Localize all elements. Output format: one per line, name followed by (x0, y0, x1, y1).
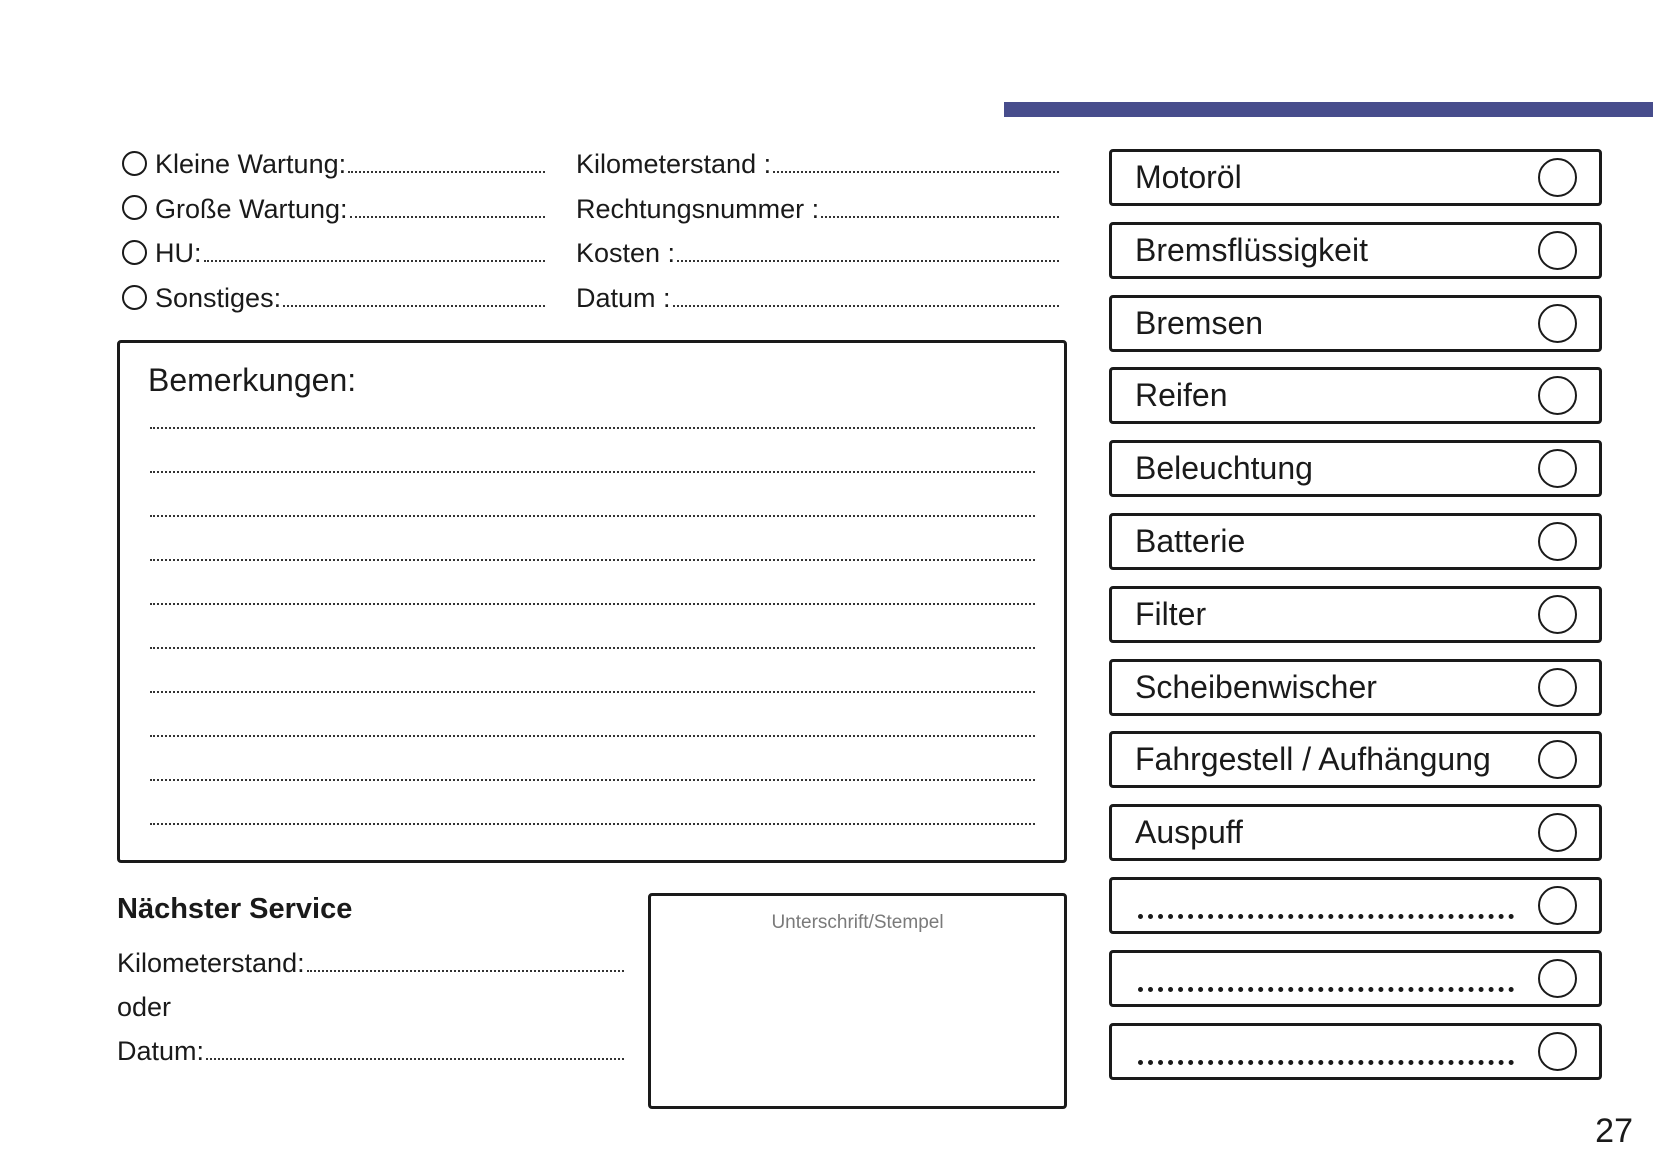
remarks-line[interactable] (150, 559, 1035, 561)
blank-fill-line[interactable] (1138, 1059, 1514, 1065)
detail-label: Kilometerstand : (576, 149, 772, 179)
check-circle-icon[interactable] (1538, 158, 1577, 197)
service-type-option[interactable]: HU: (122, 235, 545, 269)
remarks-line[interactable] (150, 647, 1035, 649)
check-circle-icon[interactable] (1538, 1031, 1577, 1071)
service-type-label: Sonstiges: (155, 283, 282, 314)
next-service-date-field[interactable]: Datum: (117, 1033, 624, 1067)
fill-line (672, 305, 1059, 308)
accent-bar (1004, 102, 1653, 117)
checklist-item[interactable] (1109, 877, 1602, 934)
checklist-label: Reifen (1135, 377, 1228, 414)
checklist-item[interactable]: Filter (1109, 585, 1602, 643)
remarks-line[interactable] (150, 471, 1035, 473)
check-circle-icon[interactable] (1538, 667, 1577, 707)
fill-line (677, 260, 1059, 263)
fill-line (206, 1058, 624, 1060)
check-circle-icon[interactable] (1538, 230, 1577, 270)
next-service-date-label: Datum: (117, 1036, 205, 1066)
checklist-item[interactable] (1109, 1022, 1602, 1080)
detail-field[interactable]: Datum : (576, 280, 1059, 314)
check-circle-icon[interactable] (1538, 958, 1577, 998)
check-circle-icon[interactable] (1538, 886, 1577, 925)
checklist-item[interactable]: Reifen (1109, 367, 1602, 425)
blank-fill-line[interactable] (1138, 914, 1514, 919)
checklist-item[interactable]: Beleuchtung (1109, 440, 1602, 498)
checklist-item[interactable]: Batterie (1109, 513, 1602, 570)
detail-field[interactable]: Rechtungsnummer : (576, 191, 1059, 225)
detail-label: Rechtungsnummer : (576, 193, 820, 224)
checklist-label: Beleuchtung (1135, 450, 1313, 487)
service-type-label: HU: (155, 238, 202, 269)
remarks-line[interactable] (150, 779, 1035, 781)
radio-circle-icon[interactable] (122, 150, 147, 176)
detail-label: Datum : (576, 283, 671, 314)
check-circle-icon[interactable] (1538, 303, 1577, 343)
fill-line (283, 305, 545, 308)
checklist-item[interactable] (1109, 949, 1602, 1007)
remarks-box[interactable] (117, 340, 1067, 863)
checklist-label: Filter (1135, 595, 1207, 632)
checklist-label: Bremsen (1135, 304, 1264, 341)
page-number: 27 (1595, 1112, 1633, 1150)
checklist-item[interactable]: Motoröl (1109, 149, 1602, 206)
remarks-line[interactable] (150, 691, 1035, 693)
blank-fill-line[interactable] (1138, 986, 1514, 992)
checklist-label: Motoröl (1135, 159, 1242, 195)
check-circle-icon[interactable] (1538, 594, 1577, 634)
radio-circle-icon[interactable] (122, 195, 147, 221)
service-type-option[interactable]: Sonstiges: (122, 280, 545, 314)
radio-circle-icon[interactable] (122, 239, 147, 265)
or-label: oder (117, 992, 172, 1022)
remarks-line[interactable] (150, 603, 1035, 605)
service-type-option[interactable]: Kleine Wartung: (122, 146, 545, 180)
service-type-label: Kleine Wartung: (155, 149, 347, 179)
checklist-item[interactable]: Auspuff (1109, 804, 1602, 862)
signature-box[interactable] (648, 893, 1067, 1109)
checklist-label: Bremsflüssigkeit (1135, 231, 1368, 268)
fill-line (821, 215, 1059, 218)
fill-line (306, 970, 624, 972)
remarks-line[interactable] (150, 823, 1035, 825)
remarks-line[interactable] (150, 735, 1035, 737)
next-service-mileage-field[interactable]: Kilometerstand: (117, 945, 624, 979)
check-circle-icon[interactable] (1538, 813, 1577, 853)
check-circle-icon[interactable] (1538, 522, 1577, 561)
check-circle-icon[interactable] (1538, 449, 1577, 489)
service-type-option[interactable]: Große Wartung: (122, 191, 545, 225)
remarks-line[interactable] (150, 427, 1035, 429)
checklist-label: Fahrgestell / Aufhängung (1135, 741, 1491, 778)
next-service-title: Nächster Service (117, 893, 353, 925)
fill-line (348, 171, 545, 173)
checklist-item[interactable]: Fahrgestell / Aufhängung (1109, 731, 1602, 789)
next-service-mileage-label: Kilometerstand: (117, 948, 305, 978)
fill-line (203, 260, 545, 263)
service-type-label: Große Wartung: (155, 193, 348, 224)
checklist-item[interactable]: Bremsen (1109, 294, 1602, 352)
check-circle-icon[interactable] (1538, 740, 1577, 780)
detail-field[interactable]: Kosten : (576, 235, 1059, 269)
detail-label: Kosten : (576, 238, 676, 269)
checklist-item[interactable]: Bremsflüssigkeit (1109, 221, 1602, 279)
checklist-item[interactable]: Scheibenwischer (1109, 658, 1602, 716)
remarks-line[interactable] (150, 515, 1035, 517)
check-circle-icon[interactable] (1538, 376, 1577, 416)
fill-line (349, 215, 545, 218)
fill-line (773, 171, 1059, 173)
checklist-label: Auspuff (1135, 814, 1243, 851)
checklist-label: Batterie (1135, 523, 1246, 559)
detail-field[interactable]: Kilometerstand : (576, 146, 1059, 180)
next-service-or: oder (117, 989, 171, 1023)
radio-circle-icon[interactable] (122, 284, 147, 310)
checklist-label: Scheibenwischer (1135, 668, 1377, 705)
remarks-title: Bemerkungen: (148, 362, 357, 398)
signature-label: Unterschrift/Stempel (771, 912, 944, 933)
